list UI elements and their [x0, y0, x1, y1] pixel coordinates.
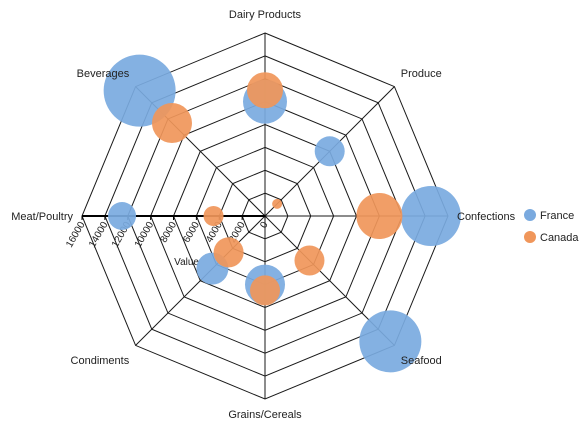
plot-area [103, 54, 461, 373]
bubble-france[interactable] [359, 310, 422, 373]
category-label: Condiments [71, 355, 130, 367]
spoke-line [135, 215, 266, 346]
radar-spokes [82, 33, 448, 399]
bubble-france[interactable] [400, 186, 461, 246]
bubble-canada[interactable] [294, 245, 325, 276]
legend-label: France [540, 210, 574, 222]
series-canada [151, 72, 403, 306]
value-axis-title: Value [174, 257, 199, 268]
category-label: Grains/Cereals [228, 409, 302, 421]
bubble-canada[interactable] [203, 206, 224, 226]
category-label: Beverages [77, 68, 130, 80]
value-tick-label: 14000 [87, 220, 111, 250]
bubble-france[interactable] [103, 54, 176, 127]
bubble-canada[interactable] [213, 237, 244, 268]
category-label: Seafood [401, 355, 442, 367]
category-label: Produce [401, 68, 442, 80]
category-label: Confections [457, 211, 516, 223]
category-label: Meat/Poultry [11, 211, 73, 223]
legend-item-france[interactable]: France [524, 209, 574, 222]
bubble-canada[interactable] [356, 193, 403, 239]
legend-label: Canada [540, 232, 579, 244]
legend-marker [524, 231, 536, 243]
category-labels: Dairy Products Produce Confections Seafood G… [11, 9, 515, 421]
series-france [103, 54, 461, 373]
value-tick-label: 10000 [133, 220, 157, 250]
category-label: Dairy Products [229, 9, 302, 21]
bubble-france[interactable] [108, 202, 137, 230]
bubble-canada[interactable] [247, 72, 283, 109]
legend-marker [524, 209, 536, 221]
value-tick-label: 16000 [64, 220, 88, 250]
bubble-france[interactable] [314, 136, 345, 167]
bubble-canada[interactable] [272, 198, 283, 209]
bubble-canada[interactable] [250, 275, 280, 306]
bubble-canada[interactable] [151, 102, 192, 143]
legend-item-canada[interactable]: Canada [524, 231, 579, 244]
legend: France Canada [524, 209, 579, 244]
value-tick-label: 0 [258, 220, 271, 231]
